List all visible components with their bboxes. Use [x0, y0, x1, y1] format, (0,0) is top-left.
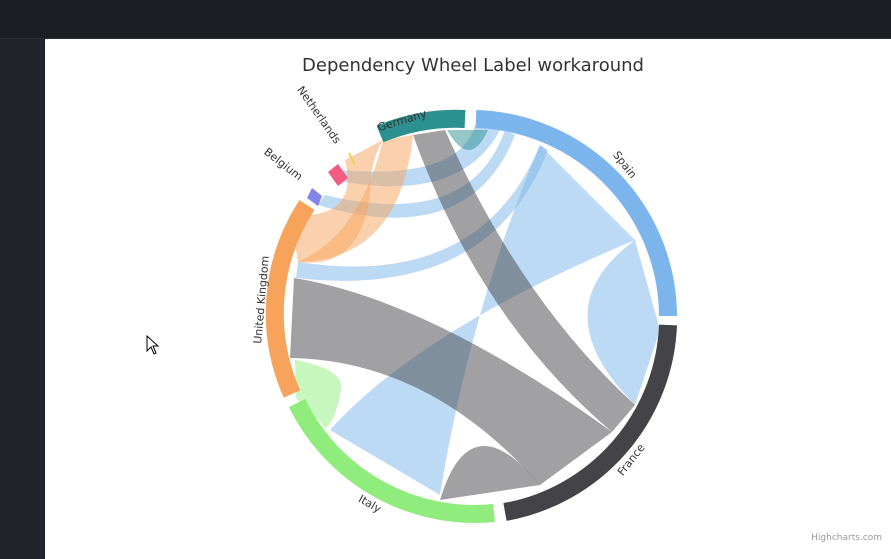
node-spain[interactable]: [475, 110, 677, 317]
chart-container: Dependency Wheel Label workaround: [45, 39, 891, 559]
link-germany-france[interactable]: [413, 130, 635, 432]
link-spain-italy[interactable]: [330, 145, 635, 495]
link-germany-spain[interactable]: [447, 130, 488, 150]
label-belgium: Belgium: [261, 145, 305, 183]
link-uk-germany[interactable]: [290, 140, 383, 263]
chart-title: Dependency Wheel Label workaround: [302, 55, 644, 76]
link-spain-uk[interactable]: [296, 145, 548, 281]
node-germany[interactable]: [376, 109, 466, 143]
node-small-yellow[interactable]: [348, 152, 356, 166]
link-uk-germany-2[interactable]: [298, 135, 413, 262]
node-united-kingdom[interactable]: [265, 200, 315, 398]
link-france-uk[interactable]: [290, 278, 612, 485]
link-italy-uk[interactable]: [295, 360, 342, 428]
link-france-italy[interactable]: [440, 445, 540, 500]
node-netherlands[interactable]: [328, 164, 348, 186]
top-bar: [0, 0, 891, 39]
left-sidebar: [0, 39, 44, 559]
links: [290, 125, 660, 500]
label-netherlands: Netherlands: [294, 84, 343, 147]
node-belgium[interactable]: [307, 188, 322, 206]
nodes: [265, 109, 677, 523]
node-italy[interactable]: [288, 399, 495, 523]
node-france[interactable]: [503, 324, 677, 521]
mouse-cursor-icon: [146, 335, 160, 355]
link-spain-france[interactable]: [587, 240, 661, 405]
credits-link[interactable]: Highcharts.com: [811, 533, 882, 543]
dependency-wheel-chart: Dependency Wheel Label workaround: [251, 55, 677, 523]
